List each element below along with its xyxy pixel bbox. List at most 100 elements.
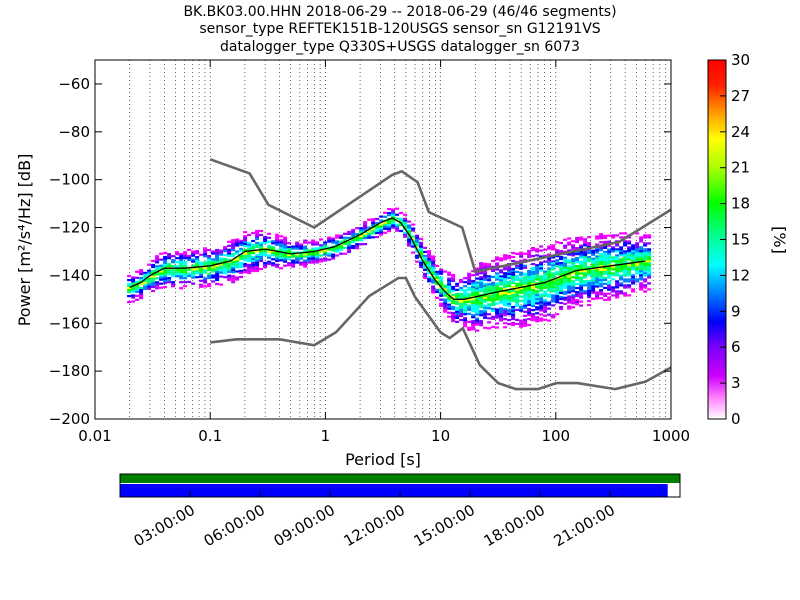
density-cell (487, 317, 492, 320)
density-cell (467, 320, 472, 323)
density-cell (243, 251, 248, 254)
density-cell (415, 242, 420, 245)
density-cell (271, 240, 276, 243)
density-cell (631, 264, 636, 267)
density-cell (579, 264, 584, 267)
density-cell (575, 279, 580, 282)
density-cell (415, 234, 420, 237)
density-cell (355, 239, 360, 242)
density-cell (543, 298, 548, 301)
density-cell (207, 249, 212, 252)
density-cell (615, 266, 620, 269)
density-cell (483, 282, 488, 285)
density-cell (215, 252, 220, 256)
density-cell (459, 298, 464, 302)
density-cell (543, 308, 548, 311)
density-cell (515, 278, 520, 281)
density-cell (231, 279, 236, 282)
density-cell (279, 259, 284, 262)
density-cell (479, 286, 484, 289)
density-cell (575, 291, 580, 294)
title-line-1: BK.BK03.00.HHN 2018-06-29 -- 2018-06-29 … (183, 4, 616, 20)
density-cell (507, 273, 512, 276)
density-cell (291, 253, 296, 256)
density-cell (467, 274, 472, 277)
density-cell (211, 262, 216, 265)
density-cell (563, 284, 568, 287)
density-cell (179, 287, 184, 290)
density-cell (451, 311, 456, 315)
density-cell (435, 276, 440, 279)
density-cell (219, 269, 224, 272)
density-cell (451, 315, 456, 319)
density-cell (647, 282, 652, 285)
density-cell (527, 297, 532, 301)
density-cell (503, 254, 508, 257)
density-cell (375, 217, 380, 221)
density-cell (511, 275, 516, 279)
density-cell (447, 295, 452, 298)
density-cell (463, 295, 468, 298)
density-cell (127, 291, 132, 294)
density-cell (587, 292, 592, 295)
density-cell (495, 316, 500, 319)
density-cell (347, 246, 352, 249)
high-noise-model-line (209, 158, 672, 274)
density-cell (143, 279, 148, 282)
density-cell (543, 290, 548, 293)
density-cell (619, 268, 624, 271)
density-cell (179, 275, 184, 278)
density-cell (455, 316, 460, 319)
density-cell (259, 245, 264, 249)
density-cell (611, 278, 616, 281)
density-cell (539, 287, 544, 290)
density-cell (499, 259, 504, 262)
density-cell (151, 279, 156, 283)
density-cell (303, 249, 308, 252)
density-cell (391, 208, 396, 211)
density-cell (255, 253, 260, 257)
density-cell (519, 321, 524, 324)
density-cell (451, 301, 456, 305)
density-cell (239, 239, 244, 242)
density-cell (323, 249, 328, 252)
density-cell (283, 256, 288, 259)
density-cell (387, 224, 392, 227)
density-cell (507, 301, 512, 304)
density-cell (139, 283, 144, 286)
density-cell (263, 253, 268, 257)
density-cell (451, 307, 456, 311)
density-cell (371, 228, 376, 231)
density-cell (159, 264, 164, 267)
density-cell (571, 296, 576, 299)
density-cell (391, 224, 396, 227)
density-cell (491, 307, 496, 310)
density-cell (547, 295, 552, 298)
density-cell (579, 266, 584, 269)
density-cell (439, 282, 444, 285)
density-cell (163, 279, 168, 283)
density-cell (335, 250, 340, 253)
density-cell (155, 261, 160, 264)
density-cell (371, 230, 376, 233)
timeline-tick-label: 12:00:00 (341, 501, 408, 550)
density-cell (399, 229, 404, 233)
density-cell (427, 262, 432, 265)
density-cell (635, 256, 640, 259)
density-cell (487, 305, 492, 308)
density-cell (551, 296, 556, 299)
colorbar-tick-label: 0 (731, 410, 741, 428)
colorbar-tick-label: 9 (731, 302, 741, 320)
density-cell (247, 269, 252, 273)
density-cell (643, 256, 648, 259)
density-cell (627, 294, 632, 297)
density-cell (519, 285, 524, 288)
density-cell (511, 307, 516, 311)
density-cell (531, 275, 536, 278)
density-cell (479, 324, 484, 327)
density-cell (379, 225, 384, 228)
density-cell (191, 274, 196, 277)
density-cell (267, 236, 272, 239)
density-cell (523, 314, 528, 317)
density-cell (183, 277, 188, 280)
